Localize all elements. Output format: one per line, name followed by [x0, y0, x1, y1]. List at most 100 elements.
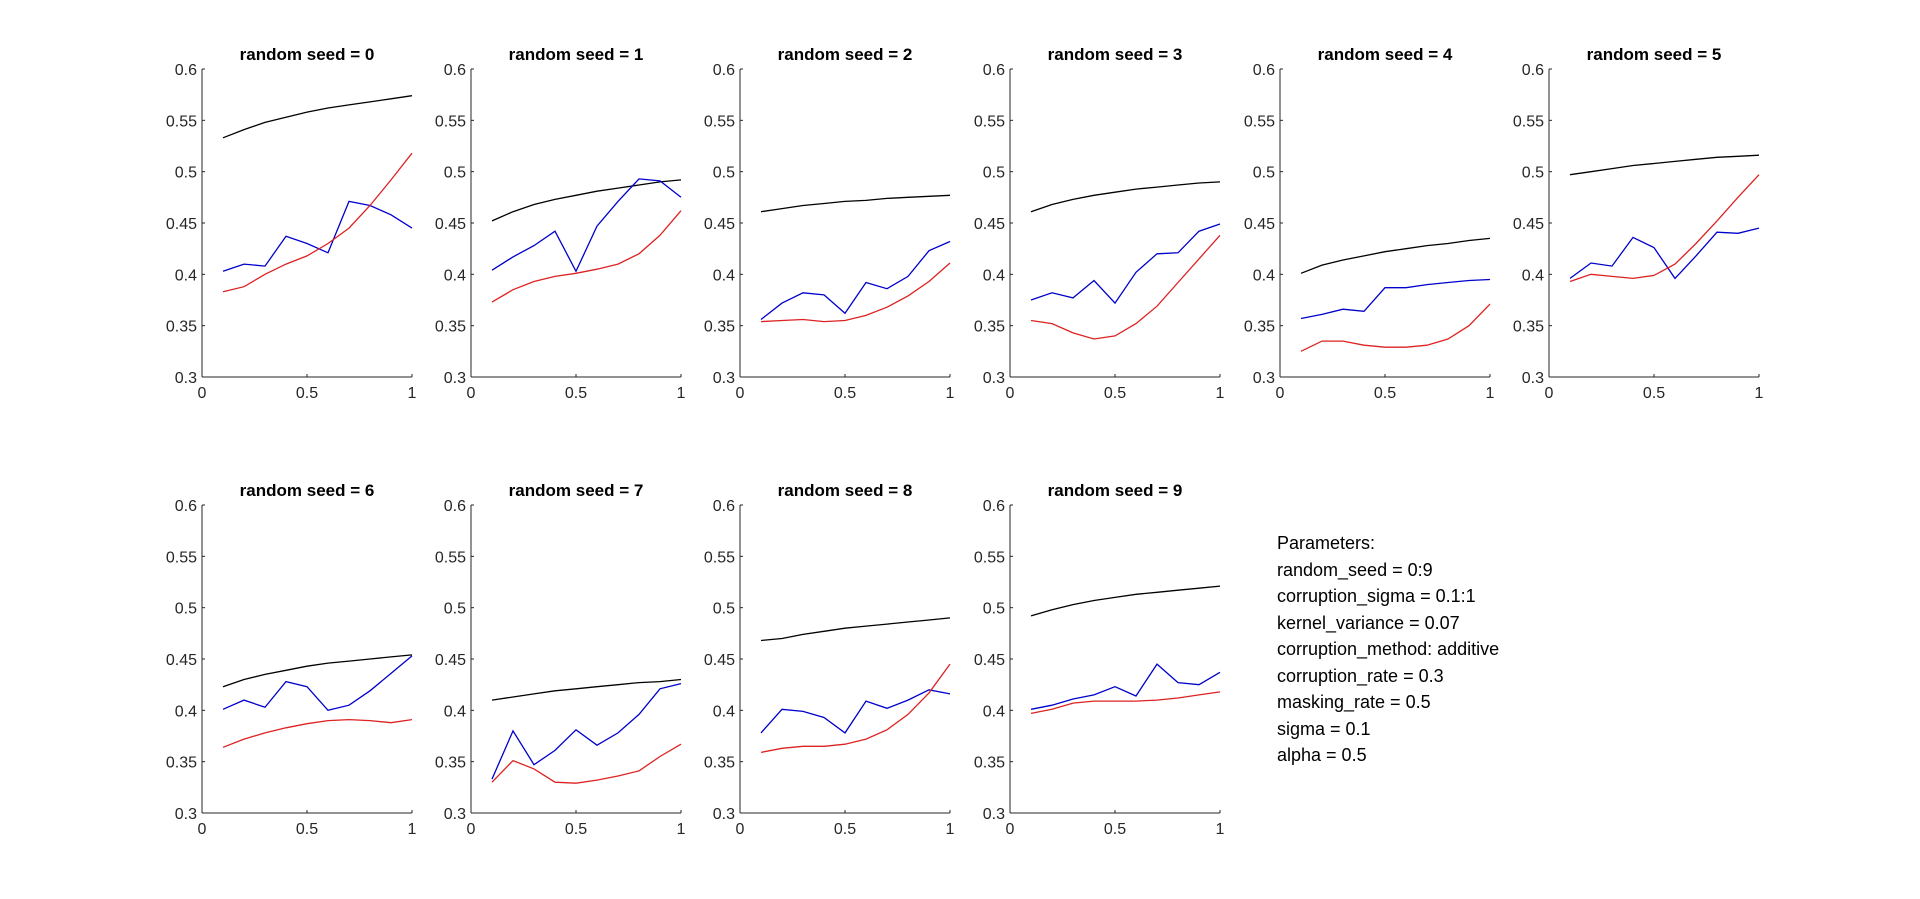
- y-tick-label: 0.45: [1244, 216, 1275, 233]
- x-tick-label: 1: [1755, 385, 1764, 402]
- subplot-title: random seed = 0: [240, 45, 375, 64]
- y-tick-label: 0.6: [713, 62, 735, 79]
- y-tick-label: 0.3: [983, 370, 1005, 387]
- red-series-line: [491, 743, 682, 784]
- y-tick-label: 0.55: [166, 549, 197, 566]
- x-tick-label: 0: [467, 821, 476, 838]
- y-tick-label: 0.3: [175, 806, 197, 823]
- y-tick-label: 0.6: [175, 498, 197, 515]
- x-tick-label: 0.5: [565, 821, 587, 838]
- y-tick-label: 0.35: [166, 319, 197, 336]
- parameter-line-random-seed: random_seed = 0:9: [1277, 559, 1433, 580]
- blue-series-line: [1030, 663, 1221, 710]
- x-tick-label: 0: [198, 385, 207, 402]
- y-tick-label: 0.55: [1513, 113, 1544, 130]
- black-series-line: [1300, 237, 1491, 274]
- y-tick-label: 0.5: [713, 165, 735, 182]
- subplot-title: random seed = 8: [778, 481, 913, 500]
- black-series-line: [760, 617, 951, 642]
- x-tick-label: 0.5: [1104, 385, 1126, 402]
- x-tick-label: 0.5: [1374, 385, 1396, 402]
- black-series-line: [1030, 585, 1221, 617]
- subplot-seed-3: random seed = 3 0.3 0.35 0.4 0.45 0.5 0.55 0.6 0…: [974, 45, 1225, 402]
- y-tick-label: 0.6: [713, 498, 735, 515]
- black-series-line: [491, 678, 682, 701]
- blue-series-line: [760, 240, 951, 321]
- parameter-line-corruption-rate: corruption_rate = 0.3: [1277, 665, 1444, 686]
- y-tick-label: 0.35: [1513, 319, 1544, 336]
- parameter-line-corruption-sigma: corruption_sigma = 0.1:1: [1277, 586, 1476, 606]
- y-tick-label: 0.45: [166, 652, 197, 669]
- y-tick-label: 0.45: [1513, 216, 1544, 233]
- red-series-line: [760, 663, 951, 754]
- subplot-seed-8: random seed = 8 0.3 0.35 0.4 0.45 0.5 0.55 0.6 0…: [704, 481, 955, 838]
- subplot-title: random seed = 9: [1048, 481, 1183, 500]
- y-tick-label: 0.6: [444, 498, 466, 515]
- blue-series-line: [491, 682, 682, 780]
- red-series-line: [491, 210, 682, 303]
- red-series-line: [222, 152, 413, 293]
- blue-series-line: [222, 655, 413, 712]
- x-tick-label: 1: [408, 821, 417, 838]
- y-tick-label: 0.45: [166, 216, 197, 233]
- y-tick-label: 0.5: [983, 601, 1005, 618]
- x-tick-label: 0: [1006, 821, 1015, 838]
- subplot-title: random seed = 7: [509, 481, 644, 500]
- y-tick-label: 0.4: [444, 703, 466, 720]
- y-tick-label: 0.55: [974, 113, 1005, 130]
- y-tick-label: 0.4: [713, 703, 735, 720]
- x-tick-label: 1: [1216, 385, 1225, 402]
- subplot-title: random seed = 6: [240, 481, 375, 500]
- y-tick-label: 0.5: [983, 165, 1005, 182]
- y-tick-label: 0.4: [175, 703, 197, 720]
- y-tick-label: 0.35: [435, 319, 466, 336]
- y-tick-label: 0.3: [444, 806, 466, 823]
- parameter-line-kernel-variance: kernel_variance = 0.07: [1277, 612, 1460, 633]
- black-series-line: [1569, 154, 1760, 176]
- y-tick-label: 0.3: [175, 370, 197, 387]
- y-tick-label: 0.3: [1253, 370, 1275, 387]
- subplot-title: random seed = 4: [1318, 45, 1453, 64]
- x-tick-label: 0.5: [834, 385, 856, 402]
- red-series-line: [222, 718, 413, 748]
- y-tick-label: 0.55: [974, 549, 1005, 566]
- subplot-seed-4: random seed = 4 0.3 0.35 0.4 0.45 0.5 0.55 0.6 0…: [1244, 45, 1495, 402]
- parameters-heading: Parameters:: [1277, 533, 1376, 553]
- y-tick-label: 0.4: [1253, 267, 1275, 284]
- y-tick-label: 0.4: [444, 267, 466, 284]
- x-tick-label: 0: [1545, 385, 1554, 402]
- x-tick-label: 1: [408, 385, 417, 402]
- y-tick-label: 0.35: [974, 755, 1005, 772]
- x-tick-label: 1: [1486, 385, 1495, 402]
- y-tick-label: 0.45: [974, 652, 1005, 669]
- y-tick-label: 0.5: [175, 601, 197, 618]
- y-tick-label: 0.45: [974, 216, 1005, 233]
- x-tick-label: 0: [1276, 385, 1285, 402]
- x-tick-label: 0.5: [1643, 385, 1665, 402]
- y-tick-label: 0.4: [983, 267, 1005, 284]
- y-tick-label: 0.35: [166, 755, 197, 772]
- y-tick-label: 0.55: [435, 113, 466, 130]
- y-tick-label: 0.4: [175, 267, 197, 284]
- subplot-seed-2: random seed = 2 0.3 0.35 0.4 0.45 0.5 0.55 0.6 0…: [704, 45, 955, 402]
- y-tick-label: 0.3: [983, 806, 1005, 823]
- y-tick-label: 0.6: [983, 498, 1005, 515]
- x-tick-label: 1: [677, 821, 686, 838]
- y-tick-label: 0.45: [435, 216, 466, 233]
- subplot-seed-9: random seed = 9 0.3 0.35 0.4 0.45 0.5 0.55 0.6 0…: [974, 481, 1225, 838]
- x-tick-label: 0: [736, 821, 745, 838]
- subplot-title: random seed = 3: [1048, 45, 1183, 64]
- y-tick-label: 0.6: [1253, 62, 1275, 79]
- x-tick-label: 1: [1216, 821, 1225, 838]
- y-tick-label: 0.35: [704, 319, 735, 336]
- y-tick-label: 0.5: [713, 601, 735, 618]
- y-tick-label: 0.5: [1522, 165, 1544, 182]
- y-tick-label: 0.5: [1253, 165, 1275, 182]
- y-tick-label: 0.5: [175, 165, 197, 182]
- y-tick-label: 0.35: [435, 755, 466, 772]
- y-tick-label: 0.6: [175, 62, 197, 79]
- x-tick-label: 0.5: [1104, 821, 1126, 838]
- y-tick-label: 0.3: [1522, 370, 1544, 387]
- x-tick-label: 0: [1006, 385, 1015, 402]
- y-tick-label: 0.6: [983, 62, 1005, 79]
